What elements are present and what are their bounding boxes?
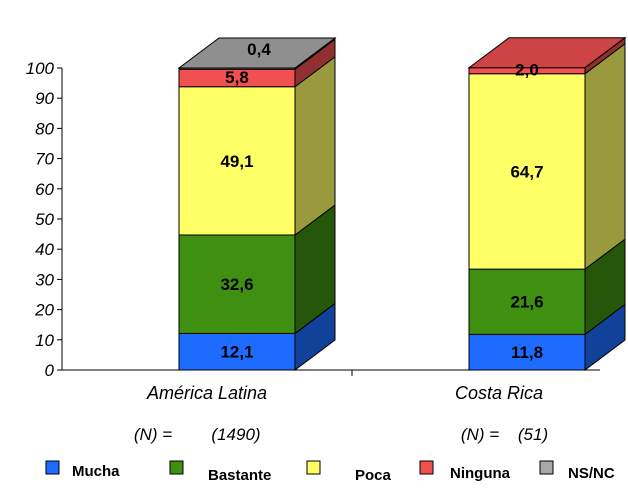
legend-swatch	[539, 460, 554, 475]
x-category-label: América Latina	[146, 383, 267, 403]
y-tick-label: 90	[35, 89, 54, 108]
bar-front-face	[178, 234, 296, 334]
y-tick-label: 80	[35, 119, 54, 138]
data-label: 2,0	[515, 61, 539, 80]
n-value-label: (51)	[518, 425, 548, 444]
y-tick-label: 100	[26, 59, 55, 78]
data-label: 64,7	[510, 162, 543, 181]
bar-front-face	[178, 332, 296, 371]
bar-front-face	[468, 268, 586, 335]
bar-front-face	[468, 333, 586, 371]
legend-swatch	[306, 460, 321, 475]
bar-segment-poca	[178, 55, 336, 237]
y-tick-label: 50	[35, 210, 54, 229]
legend-label: Bastante	[208, 467, 271, 484]
data-label: 49,1	[220, 152, 253, 171]
bar-front-face	[178, 86, 296, 236]
bar-segment-bastante	[468, 238, 626, 336]
n-value-label: (1490)	[211, 425, 260, 444]
labels-layer: 12,1 32,6 49,1 5,8 0,4 11,8 21,6 64,7 2,0 América…	[134, 40, 548, 444]
bar-top-face	[467, 37, 627, 69]
legend-label: NS/NC	[568, 465, 615, 482]
data-label: 11,8	[511, 343, 543, 362]
bar-segment-poca	[468, 42, 626, 271]
legend-item-poca: Poca	[306, 460, 392, 484]
data-label: 32,6	[220, 275, 253, 294]
bar-segment-mucha	[468, 303, 626, 371]
legend-label: Mucha	[72, 463, 120, 480]
bar-segment-mucha	[178, 302, 336, 371]
y-tick-label: 70	[35, 150, 54, 169]
y-tick-label: 30	[35, 270, 54, 289]
data-label: 5,8	[225, 68, 249, 87]
n-prefix-label: (N) =	[134, 425, 172, 444]
legend-swatch	[419, 460, 434, 475]
bar-segment-bastante	[178, 204, 336, 335]
legend-item-ns-nc: NS/NC	[539, 460, 615, 482]
legend-swatch	[45, 460, 60, 475]
bar-top-face	[177, 37, 337, 69]
legend-item-mucha: Mucha	[45, 460, 120, 480]
data-label: 12,1	[220, 343, 253, 362]
y-tick-label: 0	[45, 361, 55, 380]
bar-front-face	[468, 73, 586, 270]
y-tick-label: 20	[34, 301, 54, 320]
legend-item-bastante: Bastante	[169, 460, 271, 484]
bar-segment-ninguna	[178, 38, 336, 88]
bars-layer	[177, 36, 627, 371]
legend-label: Ninguna	[450, 465, 511, 482]
y-tick-label: 40	[35, 240, 54, 259]
data-label: 21,6	[510, 293, 543, 312]
legend-label: Poca	[355, 467, 392, 484]
n-prefix-label: (N) =	[461, 425, 499, 444]
data-label: 0,4	[247, 40, 271, 59]
legend: Mucha Bastante Poca Ninguna NS/NC	[45, 460, 615, 484]
legend-item-ninguna: Ninguna	[419, 460, 511, 482]
x-category-label: Costa Rica	[455, 383, 543, 403]
axis-layer: 0 10 20 30 40 50 60 70 80 90 100	[26, 59, 600, 380]
legend-swatch	[169, 460, 184, 475]
y-tick-label: 10	[35, 331, 54, 350]
bar-side-face	[584, 42, 626, 271]
y-tick-label: 60	[35, 180, 54, 199]
bar-side-face	[294, 55, 336, 237]
